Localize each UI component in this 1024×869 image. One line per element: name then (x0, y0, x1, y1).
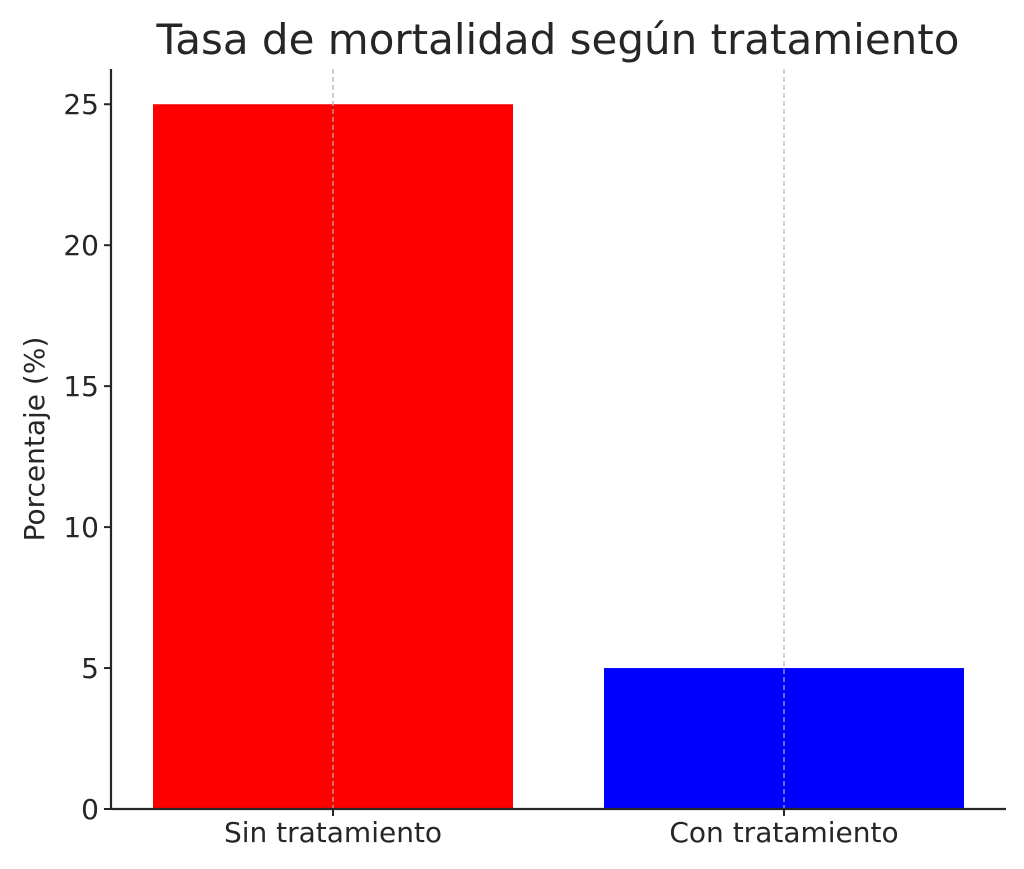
y-axis-label: Porcentaje (%) (18, 337, 51, 542)
y-tick-label-0: 0 (81, 793, 99, 826)
y-tick-label-5: 25 (63, 88, 99, 121)
y-tick-label-1: 5 (81, 652, 99, 685)
x-tick-label-0: Sin tratamiento (224, 816, 442, 849)
bars (153, 104, 964, 809)
grid-lines (332, 69, 785, 809)
chart-title: Tasa de mortalidad según tratamiento (156, 15, 960, 64)
x-ticks: Sin tratamiento Con tratamiento (224, 809, 899, 849)
y-ticks: 0 5 10 15 20 25 (63, 88, 111, 826)
y-tick-label-2: 10 (63, 511, 99, 544)
axes (109, 69, 1006, 811)
y-tick-label-4: 20 (63, 229, 99, 262)
x-tick-label-1: Con tratamiento (669, 816, 898, 849)
y-tick-label-3: 15 (63, 370, 99, 403)
